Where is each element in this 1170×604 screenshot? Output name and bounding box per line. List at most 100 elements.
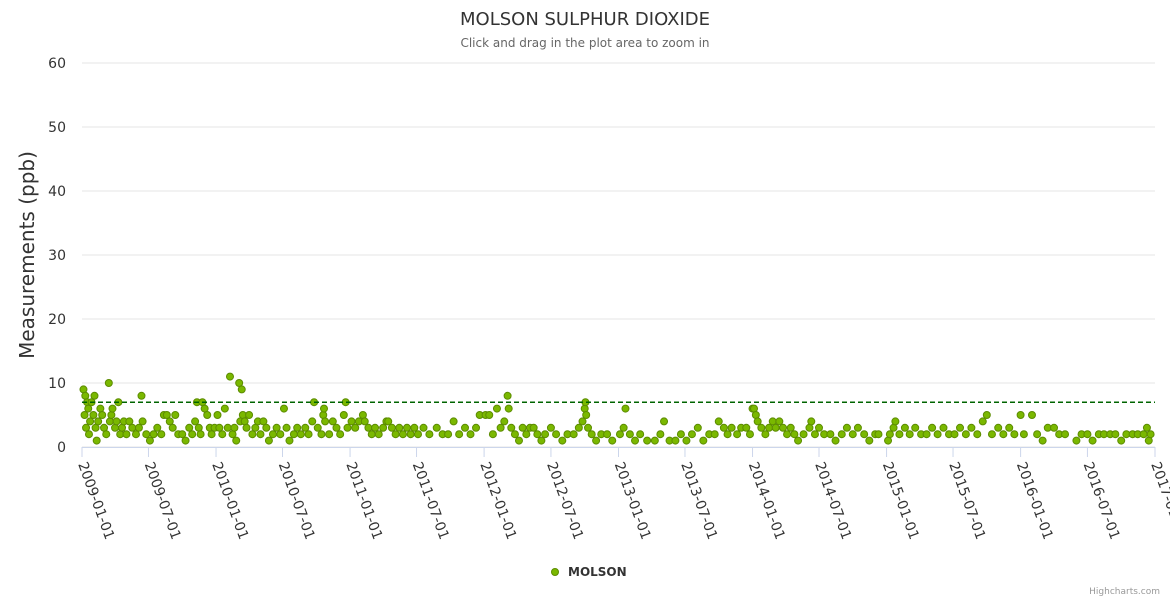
data-point[interactable] bbox=[218, 430, 227, 439]
data-point[interactable] bbox=[149, 430, 158, 439]
data-point[interactable] bbox=[98, 411, 107, 419]
data-point[interactable] bbox=[304, 430, 313, 439]
data-point[interactable] bbox=[232, 436, 241, 445]
data-point[interactable] bbox=[242, 423, 251, 432]
data-point[interactable] bbox=[999, 430, 1008, 439]
data-point[interactable] bbox=[1072, 436, 1081, 445]
data-point[interactable] bbox=[1033, 430, 1042, 439]
data-point[interactable] bbox=[262, 423, 271, 432]
data-point[interactable] bbox=[230, 423, 239, 432]
data-point[interactable] bbox=[313, 423, 322, 432]
data-point[interactable] bbox=[419, 423, 428, 432]
data-point[interactable] bbox=[810, 430, 819, 439]
data-point[interactable] bbox=[503, 391, 512, 400]
data-point[interactable] bbox=[865, 436, 874, 445]
data-point[interactable] bbox=[374, 430, 383, 439]
data-point[interactable] bbox=[351, 423, 360, 432]
data-point[interactable] bbox=[492, 404, 501, 413]
data-point[interactable] bbox=[360, 417, 369, 426]
data-point[interactable] bbox=[379, 423, 388, 432]
data-point[interactable] bbox=[973, 430, 982, 439]
data-point[interactable] bbox=[660, 417, 669, 426]
data-point[interactable] bbox=[779, 423, 788, 432]
data-point[interactable] bbox=[1139, 430, 1148, 439]
data-point[interactable] bbox=[687, 430, 696, 439]
data-point[interactable] bbox=[621, 404, 630, 413]
data-point[interactable] bbox=[112, 417, 121, 426]
data-point[interactable] bbox=[848, 430, 857, 439]
data-point[interactable] bbox=[181, 436, 190, 445]
credits[interactable]: Highcharts.com bbox=[1089, 587, 1160, 597]
data-point[interactable] bbox=[84, 430, 93, 439]
data-point[interactable] bbox=[928, 423, 937, 432]
data-point[interactable] bbox=[939, 423, 948, 432]
data-point[interactable] bbox=[268, 430, 277, 439]
data-point[interactable] bbox=[507, 423, 516, 432]
data-point[interactable] bbox=[301, 423, 310, 432]
data-point[interactable] bbox=[574, 423, 583, 432]
data-point[interactable] bbox=[1050, 423, 1059, 432]
data-point[interactable] bbox=[1117, 436, 1126, 445]
data-point[interactable] bbox=[111, 423, 120, 432]
data-point[interactable] bbox=[90, 391, 99, 400]
data-point[interactable] bbox=[967, 423, 976, 432]
data-point[interactable] bbox=[933, 430, 942, 439]
data-point[interactable] bbox=[466, 430, 475, 439]
data-point[interactable] bbox=[317, 430, 326, 439]
data-point[interactable] bbox=[790, 430, 799, 439]
data-point[interactable] bbox=[587, 430, 596, 439]
data-point[interactable] bbox=[237, 385, 246, 394]
data-point[interactable] bbox=[578, 417, 587, 426]
data-point[interactable] bbox=[406, 430, 415, 439]
data-point[interactable] bbox=[168, 423, 177, 432]
data-point[interactable] bbox=[814, 423, 823, 432]
data-point[interactable] bbox=[215, 423, 224, 432]
data-point[interactable] bbox=[178, 430, 187, 439]
data-point[interactable] bbox=[347, 417, 356, 426]
data-point[interactable] bbox=[504, 404, 513, 413]
data-point[interactable] bbox=[922, 430, 931, 439]
data-point[interactable] bbox=[485, 411, 494, 419]
data-point[interactable] bbox=[162, 411, 171, 419]
data-point[interactable] bbox=[671, 436, 680, 445]
data-point[interactable] bbox=[325, 430, 334, 439]
data-point[interactable] bbox=[108, 404, 117, 413]
data-point[interactable] bbox=[279, 404, 288, 413]
data-point[interactable] bbox=[387, 423, 396, 432]
data-point[interactable] bbox=[336, 430, 345, 439]
data-point[interactable] bbox=[757, 423, 766, 432]
data-point[interactable] bbox=[125, 417, 134, 426]
data-point[interactable] bbox=[171, 411, 180, 419]
data-point[interactable] bbox=[472, 423, 481, 432]
data-point[interactable] bbox=[1083, 430, 1092, 439]
data-point[interactable] bbox=[727, 423, 736, 432]
data-point[interactable] bbox=[1088, 436, 1097, 445]
data-point[interactable] bbox=[961, 430, 970, 439]
data-point[interactable] bbox=[950, 430, 959, 439]
data-point[interactable] bbox=[636, 430, 645, 439]
data-point[interactable] bbox=[293, 423, 302, 432]
data-point[interactable] bbox=[552, 430, 561, 439]
data-point[interactable] bbox=[185, 423, 194, 432]
data-point[interactable] bbox=[289, 430, 298, 439]
data-point[interactable] bbox=[569, 430, 578, 439]
data-point[interactable] bbox=[188, 430, 197, 439]
data-point[interactable] bbox=[364, 423, 373, 432]
legend-marker-molson[interactable] bbox=[551, 568, 559, 576]
data-point[interactable] bbox=[837, 430, 846, 439]
data-point[interactable] bbox=[719, 423, 728, 432]
data-point[interactable] bbox=[885, 430, 894, 439]
data-point[interactable] bbox=[104, 379, 113, 387]
data-point[interactable] bbox=[994, 423, 1003, 432]
data-point[interactable] bbox=[541, 430, 550, 439]
data-point[interactable] bbox=[1027, 411, 1036, 419]
data-point[interactable] bbox=[89, 411, 98, 419]
data-point[interactable] bbox=[367, 430, 376, 439]
data-point[interactable] bbox=[343, 423, 352, 432]
data-point[interactable] bbox=[308, 417, 317, 426]
data-point[interactable] bbox=[1038, 436, 1047, 445]
data-point[interactable] bbox=[449, 417, 458, 426]
data-point[interactable] bbox=[137, 391, 146, 400]
data-point[interactable] bbox=[794, 436, 803, 445]
data-point[interactable] bbox=[82, 423, 91, 432]
